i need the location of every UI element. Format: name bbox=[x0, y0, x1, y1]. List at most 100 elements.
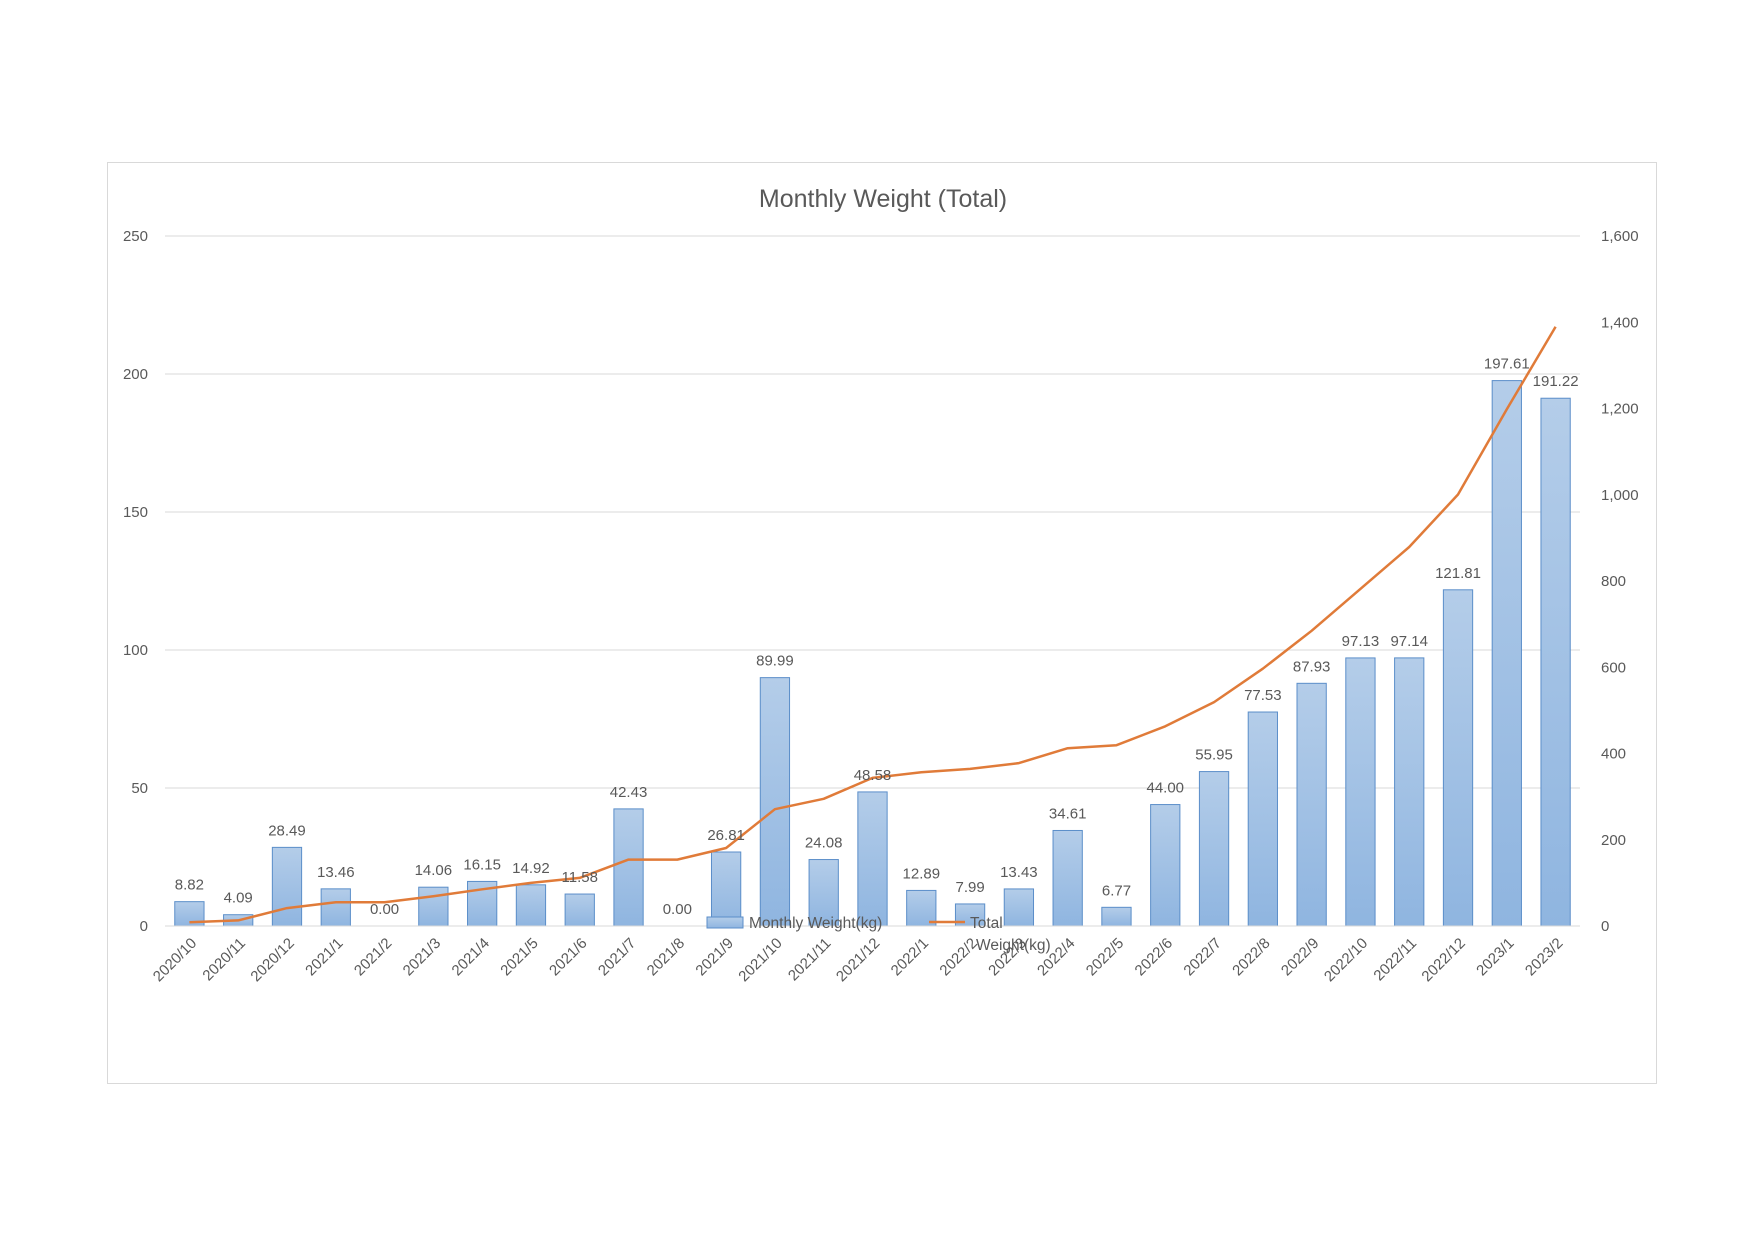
left-y-tick-label: 50 bbox=[131, 780, 148, 797]
bar bbox=[418, 886, 449, 927]
x-tick-label: 2021/1 bbox=[302, 935, 346, 979]
bar-data-label: 24.08 bbox=[805, 835, 843, 852]
x-tick-label: 2021/3 bbox=[400, 935, 444, 979]
chart-frame: Monthly Weight (Total) 0 50 100 150 200 250 0… bbox=[107, 162, 1657, 1084]
bar-data-label: 0.00 bbox=[663, 901, 692, 918]
right-y-tick-label: 0 bbox=[1601, 918, 1609, 935]
x-tick-label: 2021/6 bbox=[546, 935, 590, 979]
x-tick-label: 2020/12 bbox=[247, 935, 297, 985]
left-y-axis: 0 50 100 150 200 250 bbox=[123, 228, 148, 935]
bar bbox=[808, 859, 839, 927]
right-y-tick-label: 1,000 bbox=[1601, 487, 1639, 504]
x-tick-label: 2022/9 bbox=[1278, 935, 1322, 979]
legend: Monthly Weight(kg) Total Weight(kg) bbox=[706, 915, 1051, 954]
bar bbox=[1101, 906, 1132, 927]
x-tick-label: 2021/10 bbox=[735, 935, 785, 985]
right-y-tick-label: 1,600 bbox=[1601, 228, 1639, 245]
bar-data-label: 97.14 bbox=[1390, 633, 1428, 650]
left-y-tick-label: 150 bbox=[123, 504, 148, 521]
x-tick-label: 2021/11 bbox=[785, 935, 835, 985]
bar-data-label: 191.22 bbox=[1533, 373, 1579, 390]
left-y-tick-label: 100 bbox=[123, 642, 148, 659]
bar-data-label: 16.15 bbox=[463, 856, 501, 873]
bar-data-label: 7.99 bbox=[955, 879, 984, 896]
bar-data-label: 121.81 bbox=[1435, 565, 1481, 582]
line-series-total-weight bbox=[189, 326, 1557, 924]
bar bbox=[1540, 397, 1571, 927]
x-tick-label: 2021/2 bbox=[351, 935, 395, 979]
x-tick-label: 2023/2 bbox=[1522, 935, 1566, 979]
total-weight-line bbox=[189, 326, 1557, 924]
x-tick-label: 2020/10 bbox=[150, 935, 200, 985]
bar bbox=[1296, 682, 1327, 927]
bar bbox=[1394, 657, 1425, 927]
bar-data-label: 97.13 bbox=[1342, 633, 1380, 650]
bar bbox=[710, 851, 742, 927]
combo-chart: Monthly Weight (Total) 0 50 100 150 200 250 0… bbox=[123, 185, 1639, 985]
bar bbox=[1345, 657, 1376, 927]
bar bbox=[1491, 380, 1522, 927]
x-tick-label: 2022/12 bbox=[1418, 935, 1468, 985]
x-tick-label: 2021/7 bbox=[595, 935, 639, 979]
bar-data-label: 28.49 bbox=[268, 822, 306, 839]
bar-data-label: 197.61 bbox=[1484, 356, 1530, 373]
x-tick-label: 2022/1 bbox=[888, 935, 932, 979]
bar-data-label: 48.58 bbox=[854, 767, 892, 784]
x-tick-label: 2022/2 bbox=[936, 935, 980, 979]
bar-data-label: 11.58 bbox=[562, 869, 598, 886]
right-y-axis: 0 200 400 600 800 1,000 1,200 1,400 1,600 bbox=[1601, 228, 1639, 935]
left-y-tick-label: 200 bbox=[123, 366, 148, 383]
right-y-tick-label: 1,200 bbox=[1601, 401, 1639, 418]
bar bbox=[564, 893, 595, 927]
legend-label-monthly-weight: Monthly Weight(kg) bbox=[749, 915, 882, 932]
x-tick-label: 2022/5 bbox=[1083, 935, 1127, 979]
bar-data-label: 13.43 bbox=[1000, 864, 1038, 881]
right-y-tick-label: 400 bbox=[1601, 746, 1626, 763]
bar bbox=[515, 884, 547, 927]
x-tick-label: 2023/1 bbox=[1473, 935, 1517, 979]
bar bbox=[1003, 888, 1035, 927]
x-tick-label: 2022/7 bbox=[1180, 935, 1224, 979]
x-tick-label: 2021/4 bbox=[449, 935, 493, 979]
bar-data-label: 34.61 bbox=[1049, 805, 1087, 822]
bar-data-label: 8.82 bbox=[175, 877, 204, 894]
bar bbox=[1198, 771, 1230, 927]
bar-data-label: 89.99 bbox=[756, 653, 794, 670]
right-y-tick-label: 1,400 bbox=[1601, 314, 1639, 331]
x-tick-label: 2022/8 bbox=[1229, 935, 1273, 979]
bar bbox=[1247, 711, 1278, 927]
bar-data-label: 14.92 bbox=[512, 860, 550, 877]
x-tick-label: 2021/9 bbox=[692, 935, 736, 979]
bar-data-label: 42.43 bbox=[610, 784, 648, 801]
left-y-tick-label: 0 bbox=[140, 918, 148, 935]
x-tick-label: 2022/10 bbox=[1321, 935, 1371, 985]
bar bbox=[1052, 829, 1083, 927]
bar bbox=[1150, 804, 1181, 927]
x-tick-label: 2020/11 bbox=[199, 935, 249, 985]
bar-data-label: 13.46 bbox=[317, 864, 355, 881]
bar bbox=[857, 791, 888, 927]
bar-data-label: 26.81 bbox=[707, 827, 745, 844]
bar-data-label: 87.93 bbox=[1293, 658, 1331, 675]
legend-label-total-weight-line2: Weight(kg) bbox=[976, 937, 1051, 954]
bar bbox=[613, 808, 644, 927]
right-y-tick-label: 800 bbox=[1601, 573, 1626, 590]
bar bbox=[271, 846, 303, 927]
bar-data-label: 4.09 bbox=[224, 890, 253, 907]
legend-swatch-monthly-weight bbox=[706, 916, 744, 929]
bar-series-monthly-weight bbox=[174, 380, 1571, 927]
bar-data-label: 0.00 bbox=[370, 901, 399, 918]
bar bbox=[320, 888, 351, 927]
bar-data-label: 12.89 bbox=[903, 865, 941, 882]
bar-data-label: 14.06 bbox=[415, 862, 453, 879]
bar bbox=[759, 677, 791, 927]
right-y-tick-label: 600 bbox=[1601, 659, 1626, 676]
bar-data-label: 44.00 bbox=[1146, 780, 1184, 797]
chart-title: Monthly Weight (Total) bbox=[759, 185, 1007, 213]
right-y-tick-label: 200 bbox=[1601, 832, 1626, 849]
bar-data-labels: 8.82 4.09 28.49 13.46 0.00 14.06 16.15 14.92 11.… bbox=[175, 356, 1579, 918]
bar-data-label: 55.95 bbox=[1195, 747, 1233, 764]
x-tick-label: 2021/12 bbox=[833, 935, 883, 985]
x-tick-label: 2021/8 bbox=[644, 935, 688, 979]
